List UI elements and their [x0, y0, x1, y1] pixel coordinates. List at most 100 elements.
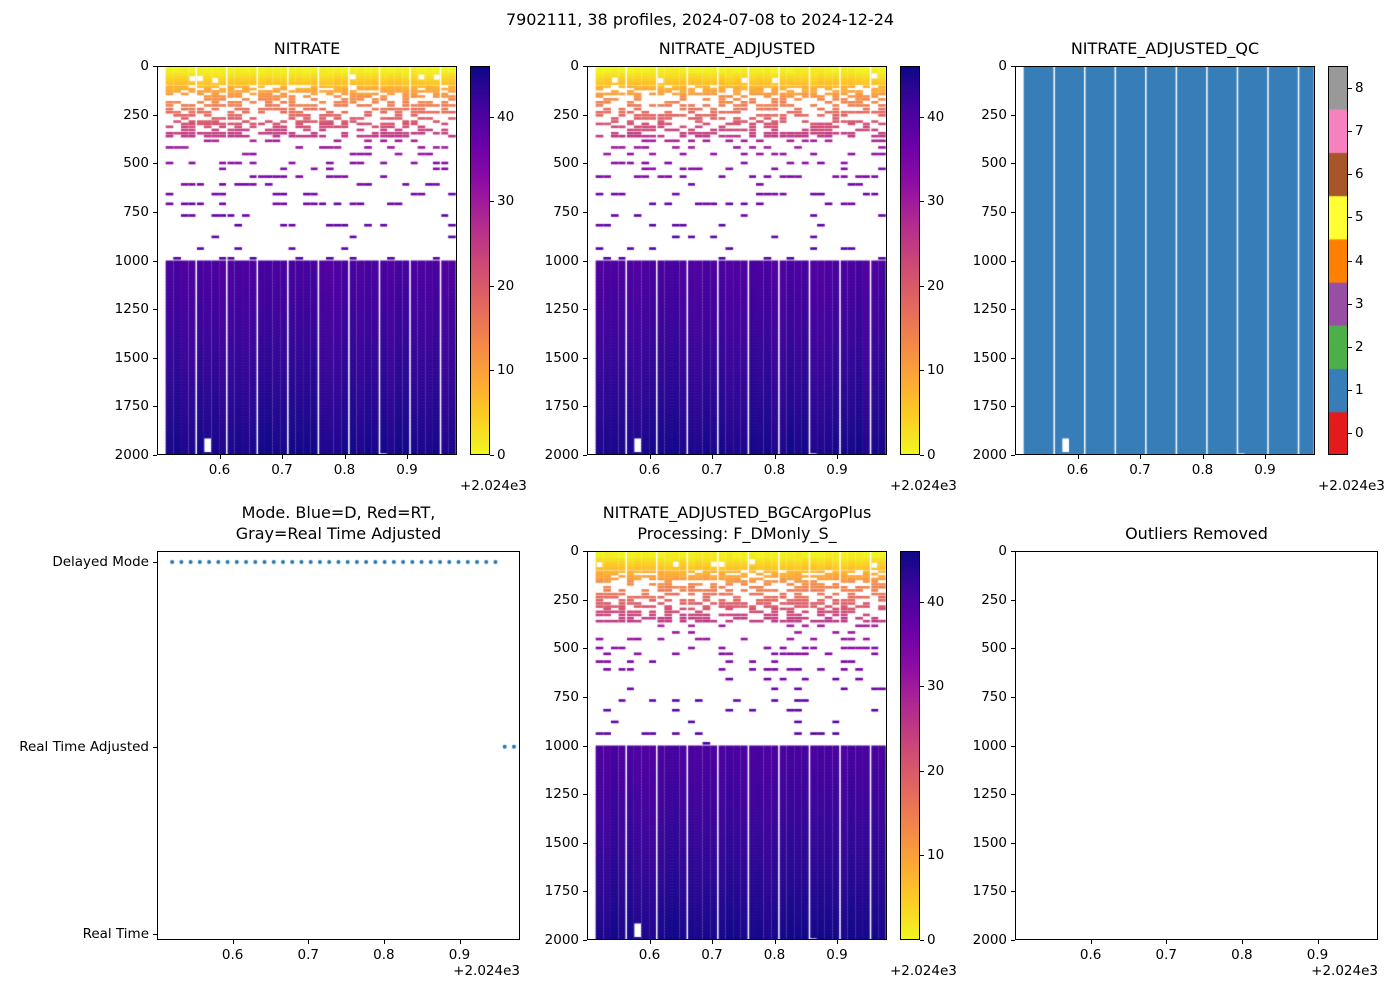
x-tick-mark [1166, 940, 1168, 944]
subplot-nitrate-adjusted-qc: NITRATE_ADJUSTED_QC 0.6 0.7 0.8 0.9 0 250 500 7… [973, 39, 1385, 494]
x-tick-label: 0.6 [208, 462, 231, 478]
subplot-bgcargoplus: NITRATE_ADJUSTED_BGCArgoPlus Processing:… [545, 503, 957, 979]
colorbar-tick-label: 0 [927, 932, 936, 948]
colorbar-tick-mark [1348, 390, 1352, 392]
y-tick-mark [583, 745, 587, 747]
y-tick-label: 750 [981, 688, 1007, 705]
colorbar: 0 10 20 30 40 [900, 551, 944, 948]
colorbar-tick-label: 2 [1355, 338, 1364, 355]
y-tick-label: 1500 [972, 349, 1007, 366]
y-tick-label: 2000 [544, 447, 579, 463]
x-tick-mark [712, 455, 713, 459]
y-tick-label: 1000 [544, 252, 579, 269]
y-tick-mark [583, 357, 587, 359]
colorbar-tick-mark [1348, 260, 1352, 262]
colorbar-tick-mark [490, 116, 494, 118]
category-label: Delayed Mode [52, 553, 149, 570]
y-tick-label: 1750 [544, 883, 579, 900]
x-tick-label: 0.9 [826, 462, 848, 478]
colorbar-tick-label: 40 [497, 108, 515, 125]
colorbar-tick-label: 20 [497, 277, 515, 294]
y-tick-mark [1011, 211, 1015, 213]
colorbar-tick-mark [490, 370, 494, 372]
x-tick-mark [1090, 940, 1092, 944]
colorbar-tick-label: 0 [497, 447, 506, 463]
y-tick-mark [583, 891, 587, 893]
colorbar-tick-mark [920, 770, 924, 772]
y-tick-label: 2000 [544, 932, 579, 948]
x-tick-label: 0.8 [333, 462, 356, 478]
colorbar-tick-label: 40 [927, 108, 945, 125]
x-tick-mark [649, 455, 651, 459]
colorbar-tick-mark [920, 285, 924, 287]
x-tick-label: 0.7 [701, 462, 723, 478]
x-offset-label: +2.024e3 [890, 963, 957, 979]
y-tick-label: 250 [553, 106, 579, 123]
y-tick-label: 2000 [972, 932, 1007, 948]
colorbar-tick-mark [920, 370, 924, 372]
x-offset-label: +2.024e3 [890, 478, 957, 494]
y-tick-label: 0 [998, 58, 1007, 74]
colorbar-tick-mark [490, 455, 494, 456]
colorbar-tick-label: 1 [1355, 382, 1364, 399]
y-tick-label: 750 [553, 688, 579, 705]
colorbar-tick-mark [920, 116, 924, 118]
y-tick-mark [583, 163, 587, 165]
subplot-nitrate-adjusted: NITRATE_ADJUSTED 0.6 0.7 0.8 0.9 0 250 500 750 1… [545, 39, 957, 494]
colorbar-tick-label: 20 [927, 762, 945, 779]
y-tick-mark [153, 114, 157, 116]
colorbar-tick-mark [920, 855, 924, 857]
y-tick-mark [1011, 309, 1015, 311]
y-tick-label: 750 [553, 203, 579, 220]
outliers-plot-canvas [1015, 551, 1378, 940]
y-tick-mark [1011, 696, 1015, 698]
y-tick-label: 1000 [114, 252, 149, 269]
y-tick-label: 500 [981, 155, 1007, 172]
y-tick-label: 0 [570, 543, 579, 559]
y-tick-label: 1500 [544, 834, 579, 851]
colorbar-tick-label: 5 [1355, 209, 1364, 226]
y-tick-label: 500 [553, 155, 579, 172]
nitrate-adjusted-heatmap-canvas [587, 66, 887, 455]
y-tick-mark [583, 66, 587, 67]
x-tick-mark [407, 455, 408, 459]
colorbar-tick-label: 8 [1355, 79, 1364, 96]
x-tick-label: 0.6 [1066, 462, 1089, 478]
y-tick-mark [583, 211, 587, 213]
x-tick-mark [649, 940, 651, 944]
y-tick-label: 1000 [972, 737, 1007, 754]
y-tick-mark [153, 66, 157, 67]
y-tick-label: 1750 [544, 398, 579, 415]
colorbar-canvas [900, 66, 920, 455]
colorbar-tick-label: 4 [1355, 252, 1364, 269]
x-tick-label: 0.8 [763, 462, 786, 478]
x-tick-mark [1265, 455, 1266, 459]
x-offset-label: +2.024e3 [460, 478, 527, 494]
x-tick-mark [774, 940, 776, 944]
x-tick-label: 0.8 [1191, 462, 1214, 478]
colorbar-tick-mark [920, 686, 924, 688]
y-tick-mark [1011, 891, 1015, 893]
y-tick-label: 1750 [972, 883, 1007, 900]
x-tick-label: 0.7 [1155, 947, 1177, 963]
y-tick-mark [583, 114, 587, 116]
x-tick-mark [282, 455, 283, 459]
y-tick-mark [153, 934, 157, 936]
colorbar-canvas [470, 66, 490, 455]
y-tick-mark [583, 696, 587, 698]
y-tick-label: 1500 [114, 349, 149, 366]
x-tick-label: 0.9 [396, 462, 418, 478]
x-offset-label: +2.024e3 [1311, 963, 1378, 979]
y-tick-mark [153, 309, 157, 311]
y-tick-label: 0 [140, 58, 149, 74]
y-tick-label: 1500 [972, 834, 1007, 851]
colorbar-tick-mark [1348, 174, 1352, 176]
y-tick-label: 0 [998, 543, 1007, 559]
y-tick-mark [153, 357, 157, 359]
x-tick-label: 0.8 [1231, 947, 1253, 963]
colorbar-tick-mark [1348, 303, 1352, 305]
y-tick-mark [583, 406, 587, 408]
y-tick-label: 750 [123, 203, 149, 220]
qc-heatmap-canvas [1015, 66, 1315, 455]
y-tick-mark [153, 163, 157, 165]
